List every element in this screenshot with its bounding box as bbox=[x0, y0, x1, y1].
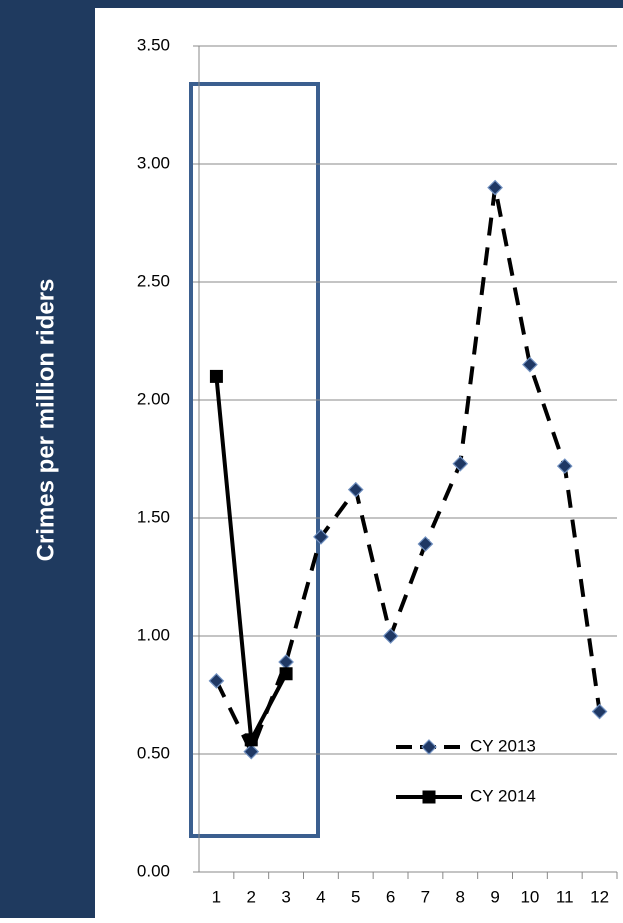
x-tick-label: 9 bbox=[490, 887, 499, 906]
legend-marker bbox=[421, 739, 437, 755]
side-band bbox=[0, 0, 95, 918]
y-tick-label: 1.50 bbox=[137, 507, 170, 526]
highlight-box bbox=[189, 82, 320, 838]
top-band bbox=[0, 0, 623, 8]
legend-label: CY 2013 bbox=[470, 736, 536, 755]
x-tick-label: 10 bbox=[520, 887, 539, 906]
y-tick-label: 0.00 bbox=[137, 861, 170, 880]
data-point bbox=[522, 356, 538, 373]
x-tick-label: 8 bbox=[456, 887, 465, 906]
data-point bbox=[209, 369, 223, 383]
data-point bbox=[591, 703, 608, 720]
y-tick-label: 2.00 bbox=[137, 389, 170, 408]
data-point bbox=[347, 481, 364, 498]
data-point bbox=[556, 458, 573, 474]
series-line bbox=[214, 187, 602, 757]
data-point bbox=[382, 628, 399, 644]
y-tick-label: 1.00 bbox=[137, 625, 170, 644]
x-tick-label: 11 bbox=[556, 887, 574, 906]
x-tick-label: 12 bbox=[590, 887, 609, 906]
y-axis-label: Crimes per million riders bbox=[32, 279, 59, 562]
y-tick-label: 2.50 bbox=[137, 271, 170, 290]
y-tick-label: 3.50 bbox=[137, 35, 170, 54]
x-tick-label: 2 bbox=[247, 887, 256, 906]
data-point bbox=[278, 654, 294, 670]
data-point bbox=[452, 455, 469, 472]
y-tick-label: 0.50 bbox=[137, 743, 170, 762]
legend-marker bbox=[422, 790, 436, 804]
series-line bbox=[214, 376, 288, 747]
x-tick-label: 5 bbox=[351, 887, 360, 906]
x-tick-label: 6 bbox=[386, 887, 395, 906]
x-tick-label: 4 bbox=[316, 887, 325, 906]
data-point bbox=[243, 743, 260, 760]
x-tick-label: 3 bbox=[281, 887, 290, 906]
data-point bbox=[417, 536, 434, 552]
data-point bbox=[487, 179, 503, 196]
x-tick-label: 1 bbox=[212, 887, 221, 906]
legend-label: CY 2014 bbox=[470, 786, 536, 805]
data-point bbox=[279, 667, 293, 681]
data-point bbox=[244, 733, 258, 747]
data-point bbox=[313, 529, 329, 545]
y-tick-label: 3.00 bbox=[137, 153, 170, 172]
data-point bbox=[208, 672, 225, 689]
x-tick-label: 7 bbox=[421, 887, 430, 906]
